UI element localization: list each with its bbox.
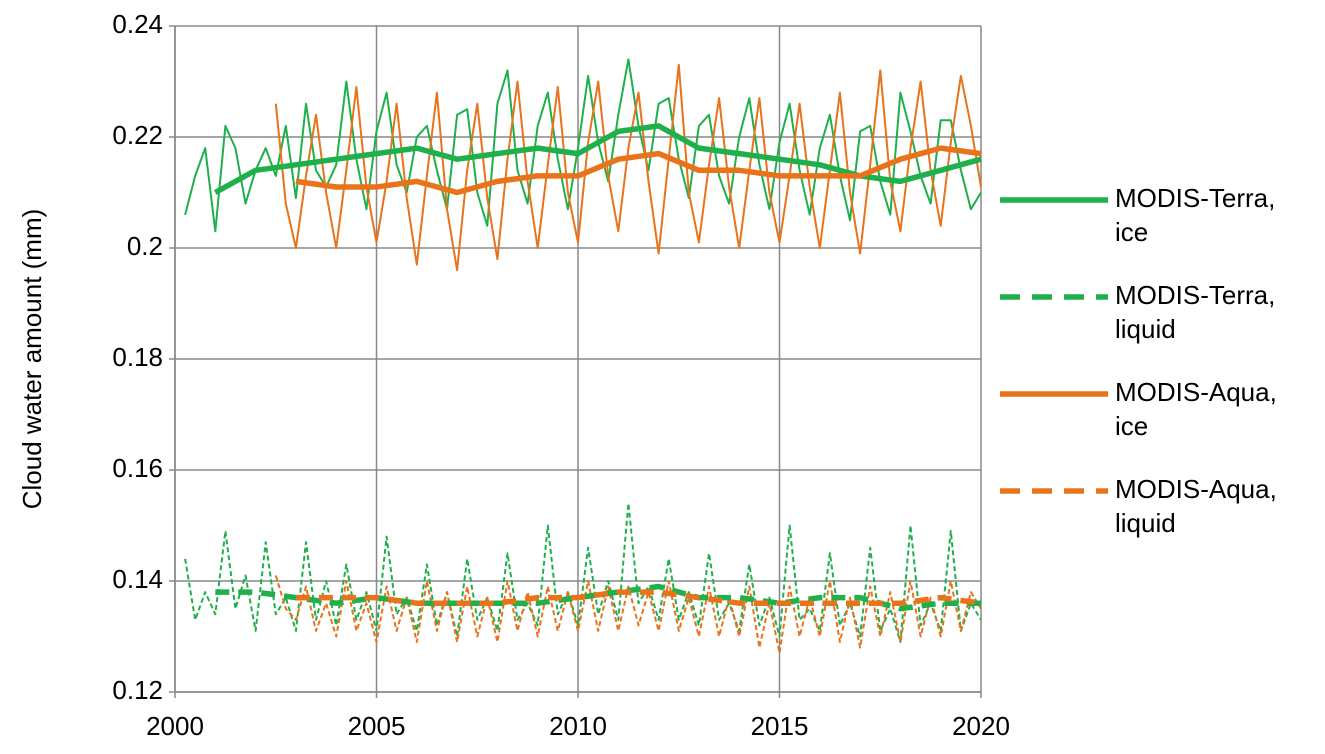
- legend-label: MODIS-Terra, ice: [1115, 183, 1275, 247]
- mean-line: [295, 145, 982, 196]
- y-axis-label: Cloud water amount (mm): [17, 209, 47, 510]
- x-tick-label: 2015: [751, 711, 809, 741]
- y-tick-label: 0.22: [112, 120, 163, 150]
- y-tick-label: 0.18: [112, 342, 163, 372]
- y-tick-label: 0.16: [112, 453, 163, 483]
- x-tick-label: 2010: [549, 711, 607, 741]
- x-tick-label: 2000: [146, 711, 204, 741]
- series-line: [184, 58, 982, 233]
- y-tick-label: 0.2: [127, 231, 163, 261]
- y-tick-label: 0.12: [112, 675, 163, 705]
- series-line: [274, 63, 982, 272]
- legend-label: MODIS-Aqua, ice: [1115, 377, 1277, 441]
- y-tick-label: 0.24: [112, 9, 163, 39]
- series-line: [184, 502, 982, 643]
- y-tick-label: 0.14: [112, 564, 163, 594]
- legend-label: MODIS-Aqua, liquid: [1115, 474, 1277, 538]
- series-line: [274, 575, 982, 655]
- legend-label: MODIS-Terra, liquid: [1115, 280, 1275, 344]
- x-tick-label: 2005: [348, 711, 406, 741]
- mean-line: [215, 583, 981, 612]
- x-tick-label: 2020: [952, 711, 1010, 741]
